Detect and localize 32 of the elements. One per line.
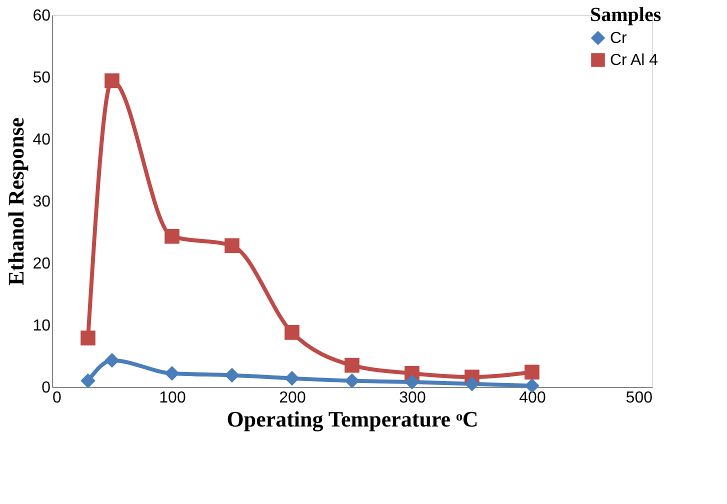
y-tick-label: 40 (32, 132, 51, 148)
point (344, 373, 360, 388)
point (104, 352, 120, 368)
y-tick-label: 30 (32, 194, 51, 210)
x-tick-label: 100 (159, 390, 186, 406)
point (104, 73, 120, 88)
x-tick-label: 500 (626, 390, 653, 406)
x-tick-label: 400 (519, 390, 546, 406)
point (524, 364, 540, 380)
point (464, 376, 480, 392)
y-tick-label: 60 (32, 8, 51, 24)
legend-label: Cr (610, 30, 628, 47)
point (80, 373, 96, 388)
point (224, 368, 240, 383)
x-tick-label: 200 (279, 390, 306, 406)
point (164, 228, 180, 244)
y-tick-label: 10 (32, 318, 51, 334)
point (284, 325, 300, 340)
legend-label: Cr Al 4 (610, 52, 658, 69)
point (284, 370, 300, 386)
x-tick-label: 0 (52, 390, 62, 406)
point (80, 330, 96, 346)
point (404, 374, 420, 390)
y-tick-label: 50 (32, 70, 51, 86)
x-tick-label: 300 (399, 390, 426, 406)
point (164, 366, 180, 381)
y-axis-title: Ethanol Response (4, 117, 29, 286)
y-tick-label: 20 (32, 256, 51, 272)
legend-title: Samples (590, 4, 662, 26)
point (344, 358, 360, 373)
point (224, 238, 240, 254)
x-axis-title: Operating Temperature ᵒC (226, 406, 478, 432)
